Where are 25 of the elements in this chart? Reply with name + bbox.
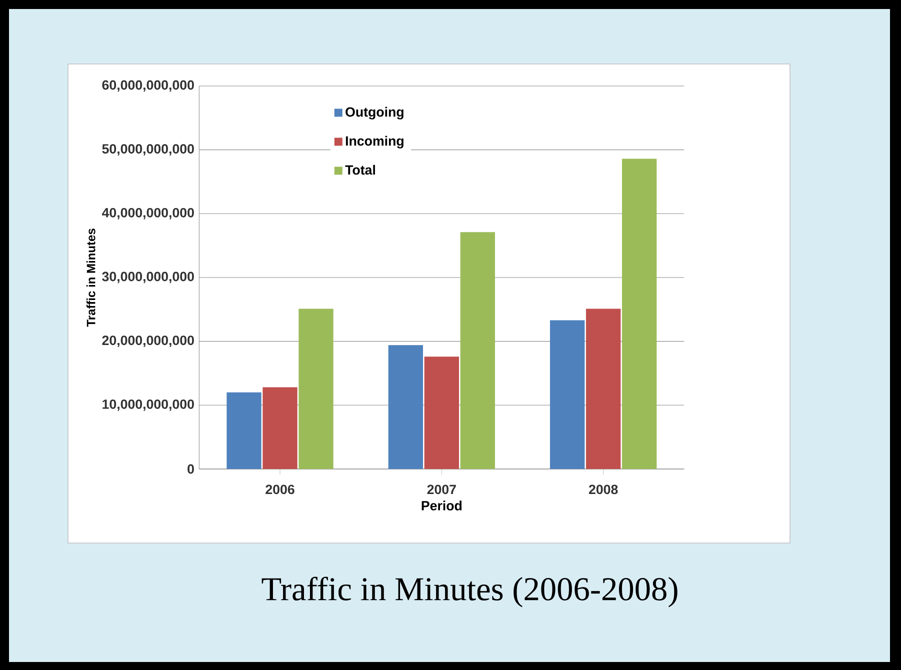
bar — [460, 232, 495, 469]
y-tick-label: 20,000,000,000 — [102, 336, 194, 348]
bar — [586, 308, 621, 469]
x-tick-label: 2006 — [266, 484, 294, 494]
legend-label: Incoming — [346, 136, 404, 148]
y-axis-title: Traffic in Minutes — [86, 228, 96, 327]
bar — [226, 392, 262, 469]
y-tick-label: 10,000,000,000 — [102, 399, 194, 411]
text: Traffic in Minutes (2006-2008) — [262, 576, 678, 608]
y-tick-label: 60,000,000,000 — [102, 80, 194, 92]
bar — [298, 308, 334, 469]
y-tick-label: 40,000,000,000 — [102, 208, 194, 220]
legend-label: Total — [345, 164, 375, 175]
bar — [388, 345, 423, 469]
x-axis-title: Period — [422, 500, 462, 510]
x-tick-label: 2007 — [427, 484, 456, 494]
x-tick-label: 2008 — [588, 484, 618, 494]
legend-label: Outgoing — [346, 106, 404, 120]
bar — [424, 356, 459, 469]
bar — [622, 158, 657, 469]
y-tick-label: 30,000,000,000 — [102, 272, 194, 284]
y-tick-label: 50,000,000,000 — [102, 144, 194, 156]
bar — [262, 387, 298, 469]
bar — [550, 320, 585, 469]
y-tick-label: 0 — [188, 464, 194, 474]
